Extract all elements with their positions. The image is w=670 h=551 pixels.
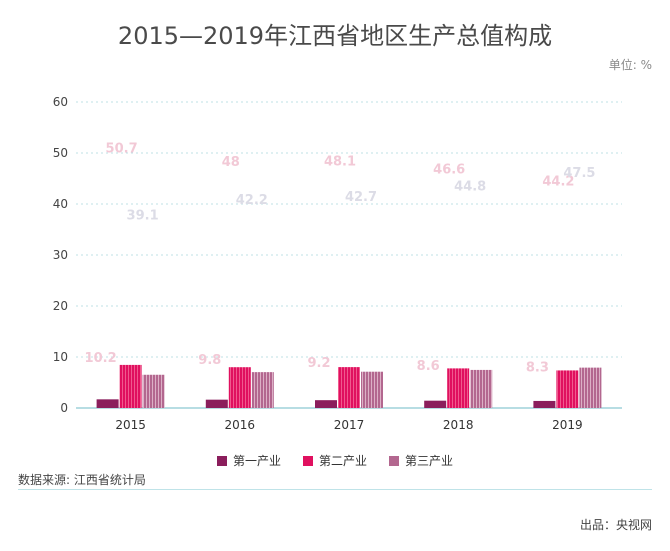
x-tick-label: 2018 (443, 418, 474, 432)
legend-label-tertiary: 第三产业 (405, 454, 454, 468)
data-label: 42.2 (236, 193, 268, 208)
y-tick-label: 0 (60, 401, 68, 415)
bar-第三产业-2016 (251, 372, 274, 408)
legend-label-secondary: 第二产业 (318, 454, 367, 468)
chart-title: 2015—2019年江西省地区生产总值构成 (117, 22, 553, 50)
data-label: 50.7 (106, 141, 138, 156)
bar-第一产业-2018 (424, 400, 447, 408)
bar-第二产业-2015 (119, 364, 142, 408)
data-label: 9.8 (198, 353, 221, 368)
x-tick-label: 2017 (334, 418, 365, 432)
legend-item-tertiary: 第三产业 (389, 452, 453, 469)
data-label: 46.6 (433, 162, 465, 177)
x-tick-label: 2019 (552, 418, 583, 432)
data-source: 数据来源: 江西省统计局 (18, 473, 146, 487)
data-label: 48 (222, 155, 240, 170)
data-label: 39.1 (127, 209, 159, 224)
source-divider (18, 489, 652, 490)
legend-swatch-tertiary (389, 455, 399, 466)
y-tick-label: 10 (53, 350, 68, 364)
data-label: 48.1 (324, 155, 356, 170)
x-tick-label: 2016 (225, 418, 256, 432)
legend-swatch-secondary (302, 455, 313, 466)
unit-label: 单位: % (608, 58, 652, 72)
legend-item-primary: 第一产业 (216, 452, 281, 469)
bar-第一产业-2015 (96, 399, 119, 408)
legend-swatch-primary (216, 455, 227, 466)
data-label: 8.6 (417, 359, 440, 374)
bar-第二产业-2016 (228, 367, 251, 408)
bar-第一产业-2019 (533, 400, 556, 408)
y-tick-label: 50 (53, 146, 68, 160)
bar-第三产业-2019 (579, 367, 602, 408)
data-label: 10.2 (85, 351, 117, 366)
data-label: 47.5 (563, 166, 595, 181)
bar-第一产业-2017 (315, 400, 337, 408)
grid-layer: 0 10 20 30 40 50 60 (53, 95, 622, 415)
bar-第三产业-2018 (470, 369, 493, 408)
y-tick-label: 60 (53, 95, 68, 109)
bar-第二产业-2018 (447, 368, 470, 408)
legend: 第一产业 第二产业 第三产业 (0, 452, 670, 469)
bar-第三产业-2017 (361, 371, 383, 408)
bar-第三产业-2015 (142, 374, 165, 408)
legend-label-primary: 第一产业 (232, 454, 281, 468)
data-label: 44.2 (542, 175, 574, 190)
y-tick-label: 40 (53, 197, 68, 211)
data-label: 42.7 (345, 190, 377, 205)
data-label: 8.3 (526, 361, 549, 376)
data-label: 44.8 (454, 180, 486, 195)
y-tick-label: 30 (53, 248, 68, 262)
x-tick-label: 2015 (115, 418, 146, 432)
bar-第一产业-2016 (205, 399, 228, 408)
bar-layer (96, 364, 602, 408)
y-tick-label: 20 (53, 299, 68, 313)
label-layer: 2015 10.2 50.7 39.1 2016 9.8 48 42.2 2017 9.2 48.1… (85, 141, 596, 432)
bar-第二产业-2019 (556, 370, 579, 408)
data-label: 9.2 (307, 356, 330, 371)
legend-item-secondary: 第二产业 (302, 452, 367, 469)
bar-第二产业-2017 (338, 367, 360, 408)
credit: 出品：央视网 (579, 518, 652, 532)
